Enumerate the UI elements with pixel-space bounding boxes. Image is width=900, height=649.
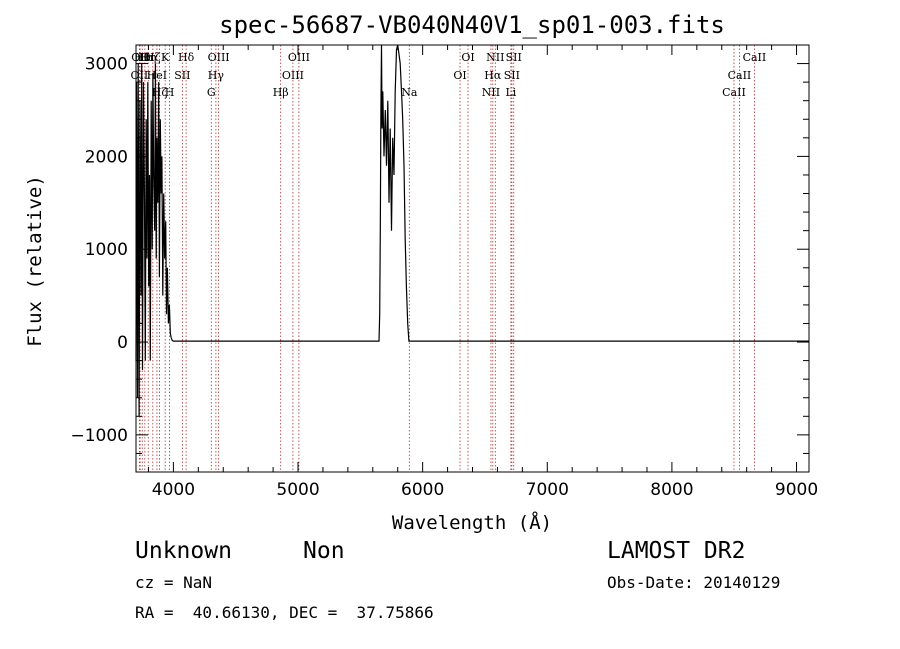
spectral-line-label: Hη: [140, 51, 156, 64]
chart-title: spec-56687-VB040N40V1_sp01-003.fits: [219, 11, 725, 39]
spectral-line-label: OIII: [208, 51, 230, 64]
y-tick-label: 1000: [85, 240, 128, 260]
y-axis-label: Flux (relative): [24, 175, 46, 347]
spectral-line-label: CaII: [743, 51, 767, 64]
spectral-line-label: OI: [453, 69, 466, 82]
x-axis-ticks: 4000 5000 6000 7000 8000 9000: [147, 45, 818, 500]
x-tick-label: 9000: [775, 480, 818, 500]
spectral-line-labels: OIIOIIHθHιHηHζHeIHζKHSIIHδGHγOIIIHβOIIIO…: [131, 51, 767, 99]
survey-label: LAMOST DR2: [607, 538, 746, 564]
spectral-line-label: NII: [486, 51, 504, 64]
spectral-line-label: OIII: [282, 69, 304, 82]
class-label: Unknown: [135, 538, 232, 564]
spectral-line-label: Hβ: [273, 86, 289, 99]
spectral-line-label: SII: [174, 69, 190, 82]
spectral-line-label: Hι: [138, 51, 152, 64]
y-axis-ticks: −1000 0 1000 2000 3000: [70, 44, 809, 473]
spectral-line-label: Hζ: [145, 51, 161, 64]
plot-frame: [135, 44, 810, 473]
redshift-label: cz = NaN: [135, 573, 213, 592]
spectral-line-label: OII: [131, 69, 149, 82]
spectral-line-label: Hδ: [178, 51, 195, 64]
spectral-line-label: Hθ: [134, 51, 151, 64]
spectral-line-label: Na: [401, 86, 418, 99]
x-axis-label: Wavelength (Å): [392, 511, 552, 534]
spectral-line-label: HeI: [147, 69, 167, 82]
spectral-line-label: Li: [505, 86, 516, 99]
obs-date-label: Obs-Date: 20140129: [607, 573, 781, 592]
subclass-label: Non: [303, 538, 345, 564]
y-tick-label: −1000: [70, 426, 128, 446]
spectral-line-label: Hγ: [208, 69, 225, 82]
coordinates-label: RA = 40.66130, DEC = 37.75866: [135, 603, 434, 622]
spectral-line-label: K: [161, 51, 170, 64]
spectral-line-label: NII: [482, 86, 500, 99]
y-tick-label: 0: [117, 333, 128, 353]
spectral-line-label: SII: [506, 51, 522, 64]
spectral-line-label: CaII: [722, 86, 746, 99]
x-tick-label: 6000: [401, 480, 444, 500]
spectral-line-label: G: [207, 86, 216, 99]
y-tick-label: 2000: [85, 147, 128, 167]
spectral-line-label: SII: [504, 69, 520, 82]
spectral-line-label: H: [165, 86, 175, 99]
y-tick-label: 3000: [85, 55, 128, 75]
spectral-line-label: OIII: [288, 51, 310, 64]
spectral-line-label: OI: [461, 51, 474, 64]
x-tick-label: 7000: [526, 480, 569, 500]
spectral-line-label: Hα: [484, 69, 502, 82]
spectral-line-label: CaII: [728, 69, 752, 82]
x-tick-label: 8000: [650, 480, 693, 500]
x-tick-label: 4000: [152, 480, 195, 500]
spectral-line-markers: [138, 45, 755, 472]
x-tick-label: 5000: [276, 480, 319, 500]
spectrum-series-line: [135, 44, 809, 417]
